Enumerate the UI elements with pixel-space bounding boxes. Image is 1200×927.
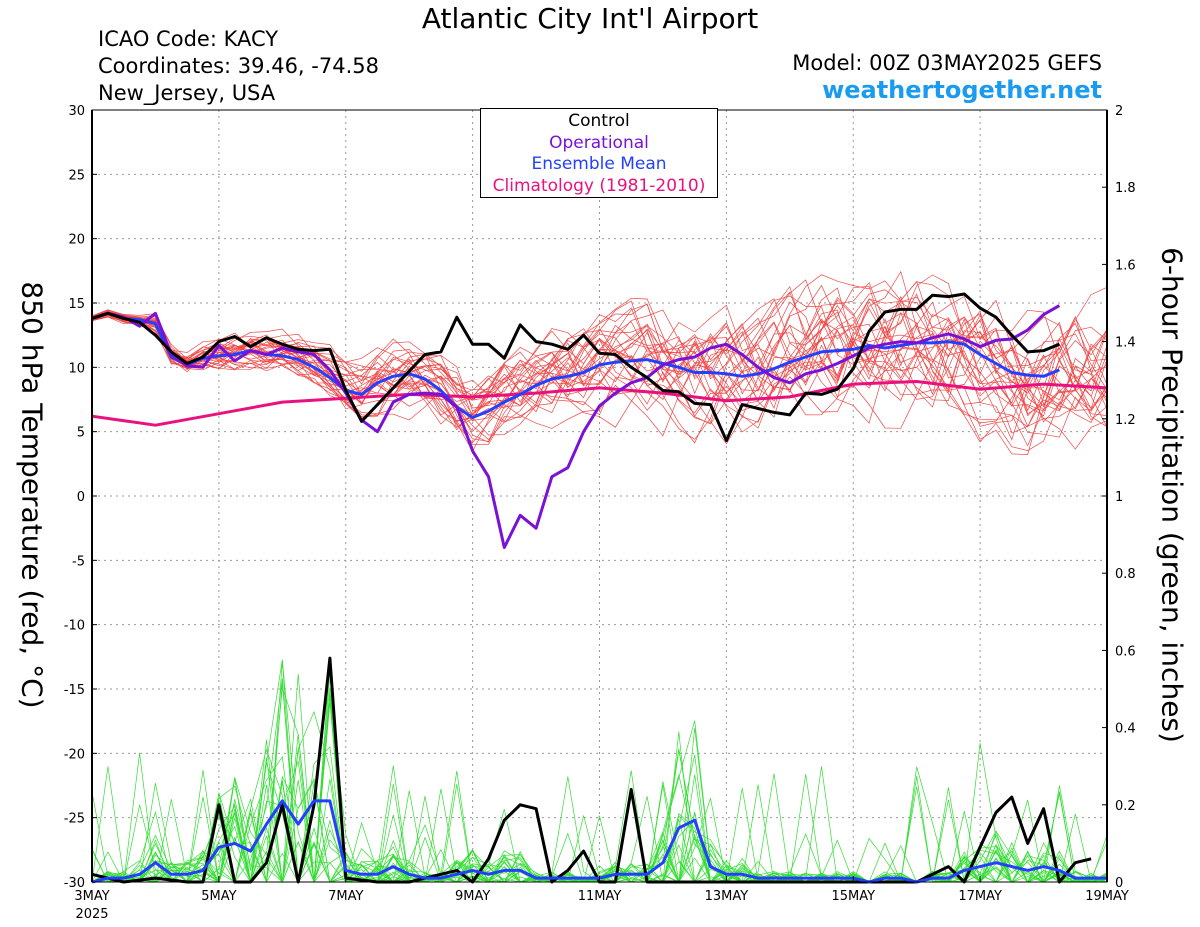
control-temp-line <box>91 292 1060 443</box>
model-run: Model: 00Z 03MAY2025 GEFS <box>792 51 1102 75</box>
grid <box>92 110 1107 882</box>
x-tick-label: 11MAY <box>578 889 622 904</box>
y-tick-label-right: 0.6 <box>1115 644 1136 659</box>
temp-member-line <box>91 282 1108 451</box>
y-tick-label-left: -30 <box>64 876 85 891</box>
temp-member-line <box>91 291 1108 434</box>
legend: Control Operational Ensemble Mean Climat… <box>480 108 718 198</box>
y-tick-label-left: 25 <box>68 168 85 183</box>
y-tick-label-left: 0 <box>77 490 85 505</box>
temp-member-line <box>91 309 1108 416</box>
y-tick-label-right: 0.8 <box>1115 567 1136 582</box>
temp-member-line <box>91 295 1108 444</box>
axes: 302520151050-5-10-15-20-25-3021.81.61.41… <box>64 104 1136 922</box>
site-link[interactable]: weathertogether.net <box>822 76 1102 104</box>
chart-title: Atlantic City Int'l Airport <box>421 2 759 35</box>
y-tick-label-right: 0 <box>1115 876 1123 891</box>
control-precip-line <box>91 656 1092 884</box>
temp-member-line <box>91 313 1108 437</box>
x-tick-label: 7MAY <box>328 889 363 904</box>
temp-member-line <box>91 311 1108 455</box>
y-tick-label-left: -10 <box>64 619 85 634</box>
temp-member-line <box>91 309 1108 436</box>
y-tick-label-left: -25 <box>64 812 85 827</box>
y-tick-label-left: 5 <box>77 426 85 441</box>
icao-code: ICAO Code: KACY <box>98 27 279 51</box>
legend-control: Control <box>568 111 630 131</box>
x-tick-label: 9MAY <box>455 889 490 904</box>
temp-member-line <box>91 301 1108 428</box>
x-tick-label: 15MAY <box>831 889 875 904</box>
legend-ensemble-mean: Ensemble Mean <box>531 154 667 174</box>
y-tick-label-right: 1 <box>1115 490 1123 505</box>
coordinates: Coordinates: 39.46, -74.58 <box>98 54 379 78</box>
y-tick-label-left: -5 <box>72 554 85 569</box>
y-tick-label-left: -15 <box>64 683 85 698</box>
location: New_Jersey, USA <box>98 81 276 105</box>
x-tick-label: 17MAY <box>958 889 1002 904</box>
x-tick-year-label: 2025 <box>75 907 108 922</box>
temperature-members <box>91 270 1108 455</box>
x-tick-label: 19MAY <box>1085 889 1129 904</box>
y-tick-label-left: 30 <box>68 104 85 119</box>
y-tick-label-right: 0.2 <box>1115 799 1136 814</box>
legend-climatology: Climatology (1981-2010) <box>492 175 706 196</box>
x-tick-label: 5MAY <box>201 889 236 904</box>
temp-member-line <box>91 312 1108 431</box>
y-tick-label-right: 1.4 <box>1115 336 1136 351</box>
temp-member-line <box>91 298 1108 422</box>
y-tick-label-right: 1.6 <box>1115 258 1136 273</box>
x-tick-label: 13MAY <box>705 889 749 904</box>
y-tick-label-left: 10 <box>68 361 85 376</box>
y-tick-label-right: 0.4 <box>1115 722 1136 737</box>
y-tick-label-right: 1.2 <box>1115 413 1136 428</box>
climatology-line <box>91 380 1108 427</box>
operational-temp-line <box>91 304 1061 549</box>
x-tick-label: 3MAY <box>74 889 109 904</box>
y-tick-label-right: 2 <box>1115 104 1123 119</box>
y-tick-label-left: -20 <box>64 747 85 762</box>
temp-member-line <box>91 298 1108 428</box>
y-tick-label-right: 1.8 <box>1115 181 1136 196</box>
y-tick-label-left: 15 <box>68 297 85 312</box>
legend-operational: Operational <box>549 132 649 153</box>
temp-member-line <box>91 312 1108 440</box>
y-tick-label-left: 20 <box>68 233 85 248</box>
